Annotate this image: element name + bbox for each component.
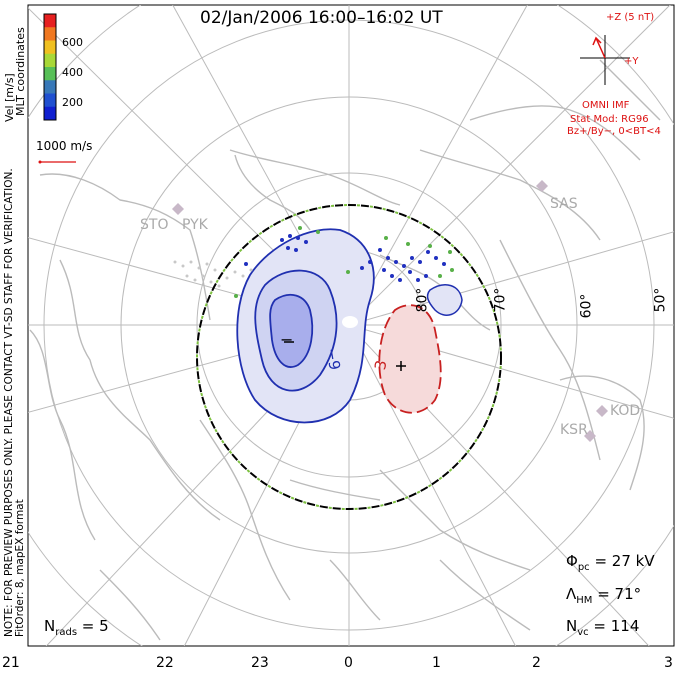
coordinate-system-label: MLT coordinates xyxy=(14,27,27,116)
positive-potential-cell xyxy=(378,304,442,414)
mlt-tick-1: 1 xyxy=(432,655,441,671)
colorbar-swatch xyxy=(44,80,56,94)
colorbar-border xyxy=(43,13,57,121)
reference-vector-label: 1000 m/s xyxy=(36,139,93,153)
colorbar-tick-400: 400 xyxy=(62,66,83,79)
radar-stations xyxy=(172,180,608,442)
fit-order-note: FitOrder: 8, mapEX format xyxy=(14,499,26,637)
lat-label-50: 50° xyxy=(652,287,669,313)
imf-clock-dial xyxy=(580,35,630,85)
potential-max-marker xyxy=(396,361,406,371)
negative-potential-cell xyxy=(236,228,375,424)
coastlines xyxy=(29,59,661,641)
vector-count: Nvc = 114 xyxy=(566,617,640,638)
radar-count: Nrads = 5 xyxy=(44,617,109,638)
colorbar-swatch xyxy=(44,67,56,81)
map-title: 02/Jan/2006 16:00–16:02 UT xyxy=(200,8,443,28)
colorbar-swatch xyxy=(44,106,56,121)
velocity-vectors xyxy=(173,226,454,298)
station-ksr: KSR xyxy=(560,422,588,438)
lat-label-80: 80° xyxy=(414,287,431,313)
contour-min-sign: − xyxy=(280,330,294,349)
imf-source-label: OMNI IMF xyxy=(582,100,630,111)
contour-neg-label: −9 xyxy=(322,346,344,372)
imf-y-label: +Y xyxy=(624,56,639,67)
colorbar-swatch xyxy=(44,27,56,41)
velocity-colorbar xyxy=(43,13,57,121)
imf-z-label: +Z (5 nT) xyxy=(606,12,655,23)
mlt-tick-22: 22 xyxy=(156,655,174,671)
hmb-latitude: ΛHM = 71° xyxy=(566,585,642,606)
mlt-tick-23: 23 xyxy=(251,655,269,671)
heppner-maynard-boundary xyxy=(196,204,502,510)
lat-label-70: 70° xyxy=(492,287,509,313)
colorbar-tick-200: 200 xyxy=(62,96,83,109)
colorbar-swatch xyxy=(44,14,56,28)
station-kod: KOD xyxy=(610,403,641,419)
imf-conditions-label: Bz+/By−, 0<BT<4 xyxy=(567,126,661,137)
mlt-tick-3: 3 xyxy=(664,655,673,671)
small-negative-cell xyxy=(426,284,463,316)
station-sas: SAS xyxy=(550,196,578,212)
colorbar-swatch xyxy=(44,40,56,55)
colorbar-swatch xyxy=(44,93,56,108)
stat-model-label: Stat Mod: RG96 xyxy=(570,114,649,125)
station-sto: STO xyxy=(140,217,169,233)
mlt-tick-0: 0 xyxy=(344,655,353,671)
lat-label-60: 60° xyxy=(578,293,595,319)
station-pyk: PYK xyxy=(182,217,208,233)
cross-polar-potential: Φpc = 27 kV xyxy=(566,552,655,573)
mlt-tick-2: 2 xyxy=(532,655,541,671)
mlt-tick-21: 21 xyxy=(2,655,20,671)
colorbar-swatch xyxy=(44,53,56,68)
colorbar-tick-600: 600 xyxy=(62,36,83,49)
imf-vector-arrow xyxy=(592,36,606,59)
